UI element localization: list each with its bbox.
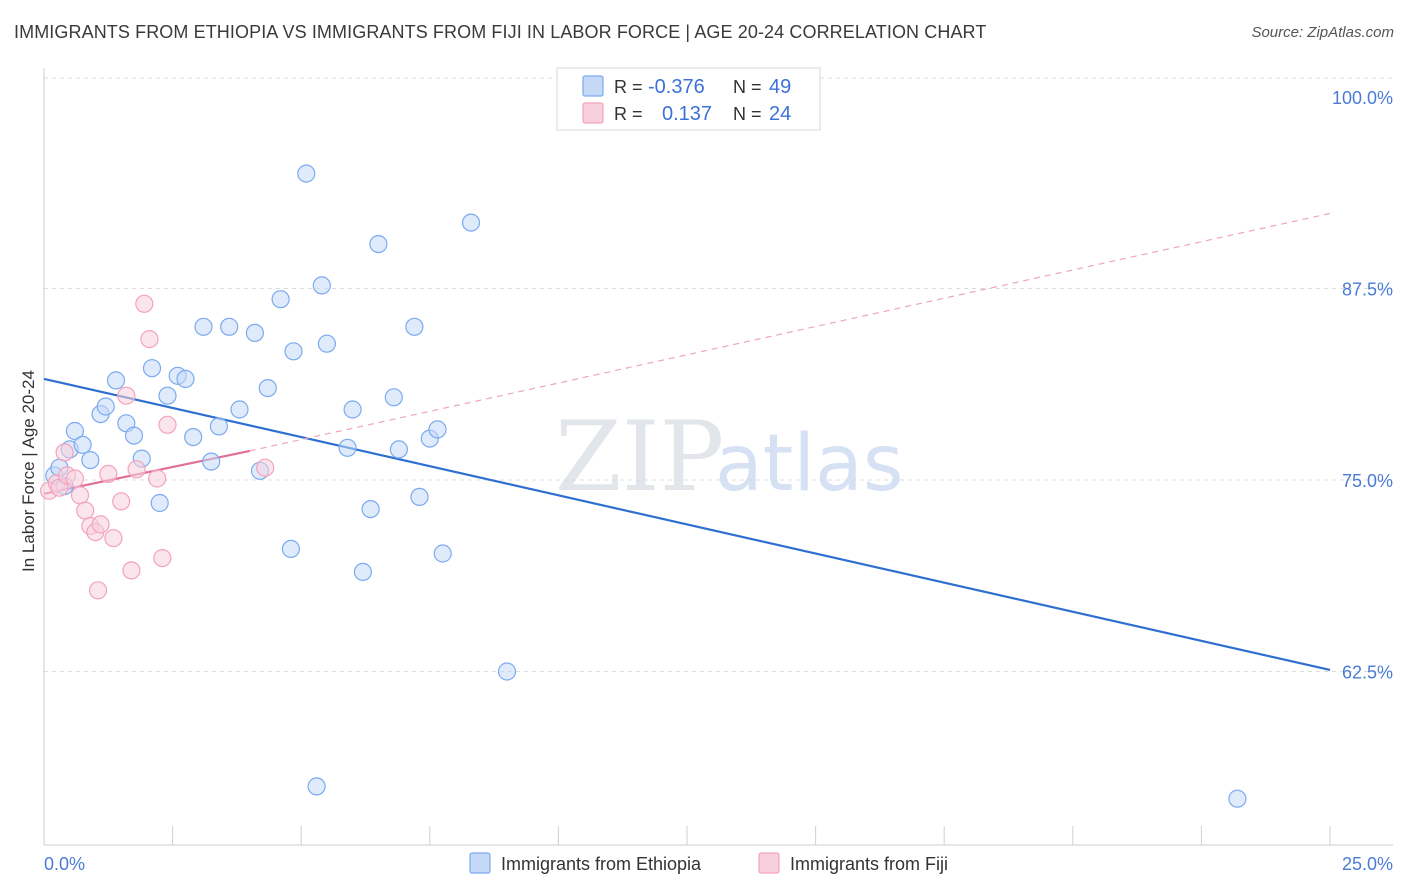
fiji-point-11 [91, 515, 110, 534]
data-points [39, 164, 1247, 808]
ethiopia-point-8 [96, 397, 115, 416]
fiji-point-6 [70, 486, 90, 505]
fiji-point-3 [55, 443, 74, 462]
ethiopia-point-17 [176, 369, 195, 388]
ethiopia-point-26 [258, 379, 277, 398]
stats-legend: R = -0.376 N = 49 R = 0.137 N = 24 [556, 67, 821, 131]
y-tick-label-0: 100.0% [1332, 88, 1393, 108]
legend-swatch-ethiopia [582, 75, 604, 97]
fiji-point-5 [65, 469, 85, 488]
ethiopia-point-14 [150, 493, 169, 513]
chart-title: IMMIGRANTS FROM ETHIOPIA VS IMMIGRANTS F… [14, 22, 987, 42]
legend-n-label-ethiopia: N = [733, 77, 762, 97]
y-tick-label-2: 75.0% [1342, 471, 1393, 491]
ethiopia-point-27 [271, 290, 290, 309]
trend-line-ethiopia [43, 377, 1331, 672]
bottom-legend-label-ethiopia: Immigrants from Ethiopia [501, 854, 702, 874]
trend-line-fiji-extension [249, 212, 1331, 452]
ethiopia-point-45 [433, 544, 452, 563]
legend-n-value-fiji: 24 [769, 103, 791, 125]
ethiopia-point-38 [369, 235, 388, 254]
fiji-point-13 [104, 529, 123, 548]
ethiopia-point-9 [106, 371, 126, 390]
ethiopia-point-34 [338, 438, 357, 457]
ethiopia-point-4 [65, 421, 85, 441]
ethiopia-point-40 [389, 440, 408, 459]
fiji-point-22 [158, 415, 177, 434]
ethiopia-point-18 [184, 428, 203, 447]
watermark-atlas: atlas [715, 419, 904, 509]
fiji-point-20 [148, 469, 167, 488]
fiji-point-17 [127, 460, 146, 479]
y-axis-label: In Labor Force | Age 20-24 [19, 370, 38, 572]
x-tick-max: 25.0% [1342, 854, 1393, 874]
legend-n-value-ethiopia: 49 [769, 76, 791, 98]
fiji-point-21 [153, 548, 172, 568]
fiji-point-16 [122, 561, 141, 580]
ethiopia-point-32 [312, 276, 331, 295]
ethiopia-point-46 [461, 213, 481, 232]
ethiopia-point-20 [202, 452, 221, 471]
ethiopia-point-37 [361, 500, 380, 519]
bottom-legend-swatch-ethiopia [469, 852, 491, 874]
fiji-point-19 [140, 330, 159, 349]
axes [43, 68, 1393, 846]
ethiopia-point-22 [220, 317, 239, 336]
ethiopia-point-31 [307, 777, 326, 796]
ethiopia-point-47 [497, 662, 517, 681]
fiji-point-14 [112, 492, 131, 511]
fiji-point-12 [99, 464, 118, 483]
y-tick-labels: 100.0% 87.5% 75.0% 62.5% [1332, 88, 1393, 683]
watermark-zip: ZIP [555, 401, 724, 513]
legend-r-label-ethiopia: R = [614, 77, 643, 97]
ethiopia-point-35 [343, 400, 362, 419]
fiji-point-15 [117, 386, 136, 405]
legend-swatch-fiji [582, 102, 604, 124]
fiji-point-7 [76, 501, 95, 520]
ethiopia-point-28 [281, 539, 300, 559]
ethiopia-point-21 [209, 417, 228, 436]
legend-r-label-fiji: R = [614, 104, 643, 124]
source-label: Source: ZipAtlas.com [1251, 24, 1394, 41]
ethiopia-point-13 [142, 359, 162, 378]
gridlines [44, 77, 1393, 672]
ethiopia-point-48 [1228, 789, 1247, 808]
ethiopia-point-29 [284, 342, 303, 361]
legend-r-value-ethiopia: -0.376 [648, 76, 705, 98]
fiji-point-18 [135, 294, 154, 313]
ethiopia-point-5 [73, 435, 92, 454]
ethiopia-point-33 [317, 334, 336, 353]
bottom-legend-swatch-fiji [758, 852, 780, 874]
ethiopia-point-41 [405, 317, 424, 336]
ethiopia-point-44 [428, 420, 447, 439]
ethiopia-point-24 [245, 323, 264, 342]
bottom-legend-label-fiji: Immigrants from Fiji [790, 854, 948, 874]
ethiopia-point-30 [297, 164, 316, 183]
y-tick-label-1: 87.5% [1342, 280, 1393, 300]
ethiopia-point-23 [230, 400, 249, 419]
series-legend: Immigrants from Ethiopia Immigrants from… [469, 852, 948, 874]
ethiopia-point-19 [194, 317, 213, 336]
y-tick-label-3: 62.5% [1342, 663, 1393, 683]
x-tick-min: 0.0% [44, 854, 85, 874]
ethiopia-point-6 [81, 451, 100, 470]
legend-n-label-fiji: N = [733, 104, 762, 124]
legend-r-value-fiji: 0.137 [662, 103, 712, 125]
fiji-point-10 [88, 581, 108, 600]
ethiopia-point-39 [384, 388, 403, 407]
fiji-point-23 [256, 458, 275, 477]
ethiopia-point-36 [353, 562, 372, 582]
ethiopia-point-15 [158, 386, 177, 405]
ethiopia-point-42 [410, 487, 429, 506]
ethiopia-point-11 [124, 426, 144, 445]
